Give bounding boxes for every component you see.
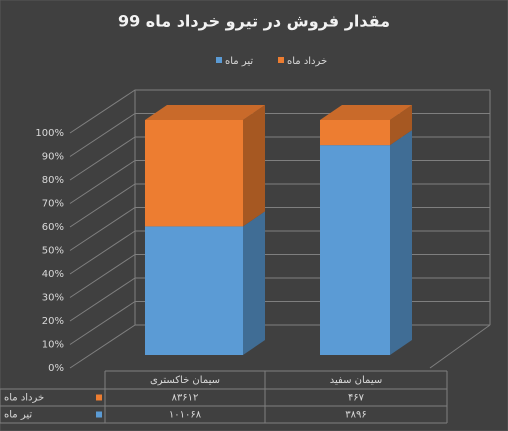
- bar-top: [320, 105, 412, 120]
- bar-side: [243, 211, 265, 355]
- bar-side: [390, 105, 412, 146]
- table-row-label: تیر ماه: [4, 410, 32, 421]
- grid-line: [69, 89, 490, 134]
- table-row-label: خرداد ماه: [4, 393, 44, 404]
- y-tick-label: 60%: [42, 222, 64, 233]
- bar-side: [390, 130, 412, 355]
- legend-swatch: [278, 57, 284, 63]
- y-tick-label: 10%: [42, 340, 64, 351]
- legend-swatch: [216, 57, 222, 63]
- legend-swatch: [96, 411, 102, 418]
- bar-side: [243, 105, 265, 227]
- x-tick-label: سیمان سفید: [330, 375, 382, 386]
- y-tick-label: 90%: [42, 152, 64, 163]
- y-tick-label: 20%: [42, 316, 64, 327]
- y-tick-label: 0%: [48, 363, 64, 374]
- y-tick-label: 70%: [42, 199, 64, 210]
- bar: [145, 120, 243, 227]
- legend-label: تیر ماه: [225, 56, 253, 67]
- legend-label: خرداد ماه: [287, 56, 327, 67]
- y-tick-label: 100%: [35, 128, 64, 139]
- bar: [320, 120, 390, 146]
- bar: [320, 145, 390, 355]
- y-tick-label: 80%: [42, 175, 64, 186]
- bar-top: [145, 105, 265, 120]
- y-tick-label: 40%: [42, 269, 64, 280]
- table-value: ۸۳۶۱۲: [172, 393, 199, 404]
- y-tick-label: 30%: [42, 293, 64, 304]
- bar: [145, 226, 243, 355]
- table-value: ۱۰۱۰۶۸: [169, 410, 202, 421]
- legend-swatch: [96, 394, 102, 401]
- x-tick-label: سیمان خاکستری: [150, 375, 220, 386]
- table-value: ۴۶۷: [348, 393, 365, 404]
- chart-title: مقدار فروش در تیرو خرداد ماه 99: [118, 12, 390, 31]
- floor-edge: [429, 324, 491, 369]
- y-tick-label: 50%: [42, 246, 64, 257]
- table-value: ۳۸۹۶: [345, 410, 366, 421]
